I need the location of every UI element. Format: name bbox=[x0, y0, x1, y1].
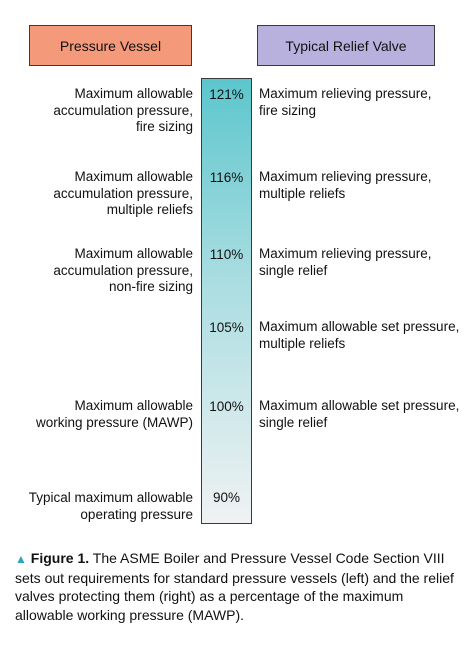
vessel-label-100: Maximum allowable working pressure (MAWP… bbox=[13, 398, 193, 431]
percent-label-105: 105% bbox=[209, 320, 244, 335]
pressure-vessel-header: Pressure Vessel bbox=[29, 25, 192, 66]
pressure-scale-bar bbox=[201, 78, 252, 524]
percent-label-90: 90% bbox=[212, 490, 241, 505]
vessel-label-121: Maximum allowable accumulation pressure,… bbox=[13, 86, 193, 136]
caption-text: The ASME Boiler and Pressure Vessel Code… bbox=[15, 550, 454, 623]
valve-label-line: Maximum allowable set pressure, bbox=[259, 319, 460, 334]
vessel-label-line: accumulation pressure, bbox=[53, 102, 193, 118]
relief-valve-header-label: Typical Relief Valve bbox=[285, 37, 407, 54]
vessel-label-line: non-fire sizing bbox=[108, 279, 193, 294]
valve-label-line: Maximum relieving pressure, bbox=[259, 86, 432, 101]
relief-valve-header: Typical Relief Valve bbox=[257, 25, 435, 66]
percent-label-121: 121% bbox=[209, 87, 244, 102]
percent-label-116: 116% bbox=[209, 170, 244, 185]
valve-label-110: Maximum relieving pressure, single relie… bbox=[259, 246, 469, 279]
valve-label-line: Maximum relieving pressure, bbox=[259, 246, 432, 261]
vessel-label-110: Maximum allowable accumulation pressure,… bbox=[13, 246, 193, 296]
vessel-label-90: Typical maximum allowable operating pres… bbox=[13, 490, 193, 523]
valve-label-line: single relief bbox=[259, 262, 328, 278]
vessel-label-line: operating pressure bbox=[80, 506, 193, 522]
vessel-label-line: Maximum allowable bbox=[74, 398, 193, 413]
vessel-label-line: Maximum allowable bbox=[74, 246, 193, 261]
valve-label-line: multiple reliefs bbox=[259, 335, 346, 351]
figure-caption: ▲ Figure 1. The ASME Boiler and Pressure… bbox=[15, 549, 463, 624]
valve-label-line: fire sizing bbox=[259, 102, 317, 118]
valve-label-116: Maximum relieving pressure, multiple rel… bbox=[259, 169, 469, 202]
vessel-label-line: Typical maximum allowable bbox=[28, 490, 193, 505]
vessel-label-line: accumulation pressure, bbox=[53, 262, 193, 278]
valve-label-105: Maximum allowable set pressure, multiple… bbox=[259, 319, 469, 352]
vessel-label-line: Maximum allowable bbox=[74, 169, 193, 184]
valve-label-121: Maximum relieving pressure, fire sizing bbox=[259, 86, 469, 119]
vessel-label-line: accumulation pressure, bbox=[53, 185, 193, 201]
caption-figure-label: Figure 1. bbox=[30, 550, 90, 566]
triangle-marker-icon: ▲ bbox=[15, 552, 27, 566]
percent-label-110: 110% bbox=[209, 247, 244, 262]
percent-label-100: 100% bbox=[209, 399, 244, 414]
vessel-label-line: fire sizing bbox=[135, 119, 193, 134]
vessel-label-line: Maximum allowable bbox=[74, 86, 193, 101]
valve-label-line: single relief bbox=[259, 414, 328, 430]
valve-label-line: multiple reliefs bbox=[259, 185, 346, 201]
pressure-vessel-header-label: Pressure Vessel bbox=[59, 37, 162, 54]
vessel-label-116: Maximum allowable accumulation pressure,… bbox=[13, 169, 193, 219]
valve-label-line: Maximum allowable set pressure, bbox=[259, 398, 460, 413]
vessel-label-line: multiple reliefs bbox=[106, 202, 193, 217]
valve-label-line: Maximum relieving pressure, bbox=[259, 169, 432, 184]
valve-label-100: Maximum allowable set pressure, single r… bbox=[259, 398, 469, 431]
vessel-label-line: working pressure (MAWP) bbox=[35, 414, 193, 430]
